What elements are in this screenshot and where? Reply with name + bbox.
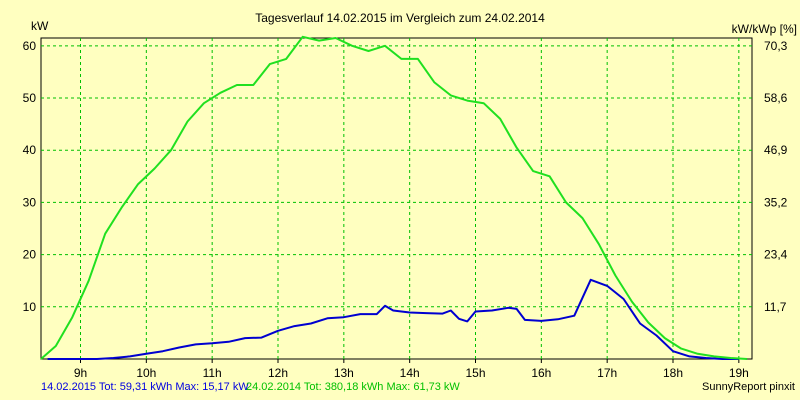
y-right-tick-label: 46,9	[764, 143, 788, 157]
series-lines	[40, 35, 748, 360]
y-left-tick-label: 50	[23, 91, 37, 105]
y-axis-right-label: kW/kWp [%]	[731, 22, 797, 36]
series-line-2015	[47, 278, 739, 360]
y-left-tick-label: 30	[23, 195, 37, 209]
legend-series-2014: 24.02.2014 Tot: 380,18 kWh Max: 61,73 kW	[246, 381, 460, 393]
y-left-tick-label: 20	[23, 248, 37, 262]
x-tick-label: 12h	[268, 366, 288, 380]
credit-text: SunnyReport pinxit	[702, 381, 795, 393]
x-tick-label: 17h	[597, 366, 617, 380]
y-left-tick-label: 60	[23, 39, 37, 53]
y-right-tick-label: 11,7	[764, 300, 787, 314]
legend-series-2015: 14.02.2015 Tot: 59,31 kWh Max: 15,17 kW	[41, 381, 249, 393]
y-left-tick-label: 40	[23, 143, 37, 157]
x-tick-label: 10h	[136, 366, 156, 380]
x-tick-label: 16h	[531, 366, 551, 380]
y-right-tick-label: 23,4	[764, 248, 788, 262]
x-tick-label: 9h	[74, 366, 87, 380]
y-right-tick-label: 70,3	[764, 39, 788, 53]
x-tick-label: 15h	[465, 366, 485, 380]
grid	[41, 38, 752, 359]
series-line-2014	[40, 35, 748, 360]
x-tick-label: 13h	[334, 366, 354, 380]
tick-labels: 9h 10h 11h 12h 13h 14h 15h 16h 17h 18h 19h 10 11,7 20…	[23, 39, 788, 380]
plot-area	[40, 37, 753, 360]
x-tick-label: 14h	[400, 366, 420, 380]
x-tick-label: 19h	[729, 366, 749, 380]
x-tick-label: 11h	[203, 366, 222, 380]
y-left-tick-label: 10	[23, 300, 37, 314]
y-axis-left-label: kW	[31, 19, 49, 33]
y-right-tick-label: 58,6	[764, 91, 788, 105]
y-right-tick-label: 35,2	[764, 195, 788, 209]
x-tick-label: 18h	[663, 366, 683, 380]
chart-title: Tagesverlauf 14.02.2015 im Vergleich zum…	[255, 11, 545, 25]
